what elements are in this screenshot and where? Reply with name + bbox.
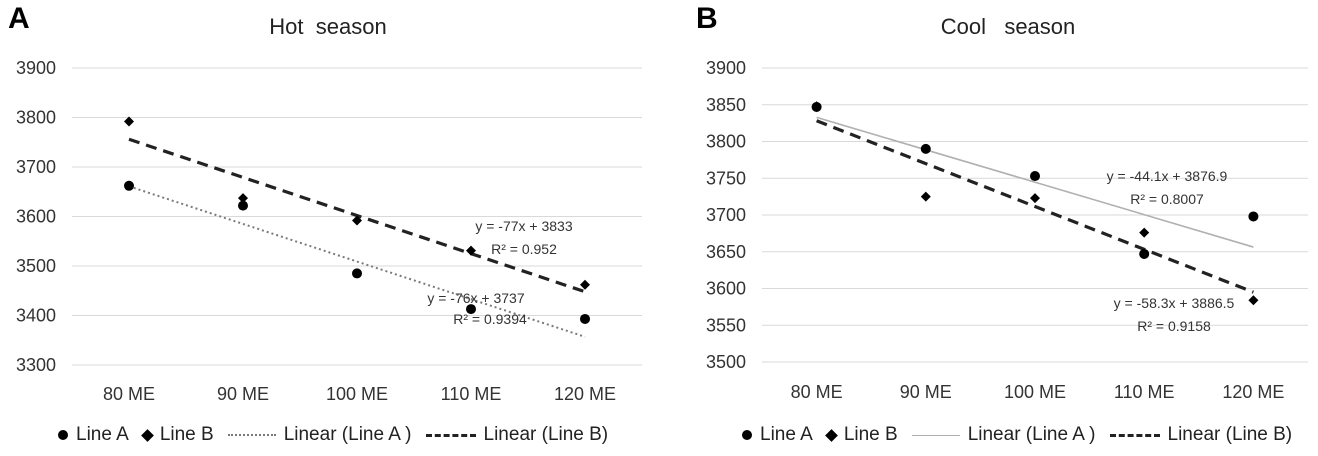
- legend-item-line-b: Line B: [140, 424, 214, 446]
- legend-a: Line A Line B Linear (Line A ) Linear (L…: [58, 424, 622, 446]
- x-tick-label: 90 ME: [217, 384, 269, 404]
- data-point-line-b: [466, 245, 476, 256]
- data-point-line-a: [124, 180, 134, 191]
- trendline-r-squared: R² = 0.9394: [453, 311, 527, 327]
- trendline-r-squared: R² = 0.9158: [1137, 318, 1211, 334]
- y-tick-label: 3650: [706, 242, 746, 262]
- y-tick-label: 3800: [706, 132, 746, 152]
- data-point-line-b: [920, 191, 931, 202]
- legend-solid-line-icon: [911, 434, 960, 436]
- data-point-line-b: [238, 193, 248, 204]
- legend-label: Line A: [76, 424, 129, 445]
- legend-item-linear-b: Linear (Line B): [1109, 424, 1293, 446]
- legend-circle-icon: [742, 430, 752, 440]
- legend-label: Linear (Line B): [1167, 424, 1293, 445]
- data-point-line-a: [1248, 211, 1259, 222]
- data-point-line-b: [1030, 193, 1040, 204]
- legend-circle-icon: [58, 430, 68, 440]
- trendline-equation: y = -44.1x + 3876.9: [1107, 168, 1228, 184]
- y-tick-label: 3500: [16, 256, 56, 276]
- x-tick-label: 120 ME: [554, 384, 616, 404]
- x-tick-label: 100 ME: [1004, 382, 1066, 402]
- trendline-equation: y = -76x + 3737: [427, 290, 525, 306]
- data-point-line-a: [920, 143, 931, 154]
- chart-panel-b: B Cool season 3500 3550 3600 3650 3700 3750 380…: [690, 0, 1318, 456]
- x-tick-label: 100 ME: [326, 384, 388, 404]
- legend-item-line-a: Line A: [742, 424, 813, 446]
- trendline-equation: y = -58.3x + 3886.5: [1114, 295, 1235, 311]
- y-tick-label: 3500: [706, 352, 746, 372]
- trendline-line-b: [816, 119, 1254, 294]
- legend-item-linear-b: Linear (Line B): [425, 424, 609, 446]
- legend-dashed-line-icon: [1109, 433, 1160, 437]
- y-tick-label: 3600: [706, 279, 746, 299]
- trendline-line-a: [128, 185, 586, 338]
- y-tick-label: 3750: [706, 168, 746, 188]
- x-tick-label: 110 ME: [441, 384, 502, 404]
- trendline-line-a: [816, 116, 1254, 248]
- legend-dashed-line-icon: [425, 433, 476, 437]
- data-point-line-b: [1139, 227, 1150, 238]
- data-point-line-a: [1030, 171, 1040, 182]
- y-tick-label: 3850: [706, 95, 746, 115]
- chart-a-svg: Hot season 3300 3400 3500 3600 3700 3800 3900 80…: [16, 14, 642, 404]
- chart-title: Hot season: [269, 14, 386, 39]
- legend-b: Line A Line B Linear (Line A ) Linear (L…: [742, 424, 1306, 446]
- y-tick-label: 3400: [16, 306, 56, 326]
- panel-label-b: B: [696, 2, 718, 35]
- panel-label-a: A: [8, 2, 30, 35]
- y-tick-label: 3300: [16, 355, 56, 375]
- legend-label: Linear (Line B): [483, 424, 609, 445]
- legend-item-linear-a: Linear (Line A ): [911, 424, 1096, 446]
- chart-panel-a: A Hot season 3300 3400 3500 3600 3700 3800 3900…: [0, 0, 650, 456]
- legend-item-line-b: Line B: [824, 424, 898, 446]
- y-tick-label: 3900: [706, 58, 746, 78]
- x-tick-label: 110 ME: [1114, 382, 1175, 402]
- data-point-line-b: [811, 101, 822, 112]
- y-tick-label: 3550: [706, 315, 746, 335]
- data-point-line-a: [466, 304, 476, 315]
- y-tick-label: 3800: [16, 108, 56, 128]
- data-point-line-b: [352, 215, 362, 226]
- x-tick-label: 90 ME: [900, 382, 952, 402]
- x-tick-label: 120 ME: [1222, 382, 1284, 402]
- data-point-line-a: [580, 313, 590, 324]
- y-tick-label: 3700: [706, 205, 746, 225]
- legend-dotted-line-icon: [227, 434, 276, 436]
- trendline-r-squared: R² = 0.8007: [1130, 191, 1204, 207]
- legend-item-line-a: Line A: [58, 424, 129, 446]
- legend-label: Line B: [159, 424, 214, 445]
- legend-item-linear-a: Linear (Line A ): [227, 424, 412, 446]
- legend-diamond-icon: [824, 428, 838, 442]
- trendline-equation: y = -77x + 3833: [475, 218, 573, 234]
- legend-label: Linear (Line A ): [967, 424, 1096, 445]
- y-tick-label: 3900: [16, 58, 56, 78]
- legend-label: Linear (Line A ): [283, 424, 412, 445]
- chart-title: Cool season: [941, 14, 1076, 39]
- data-point-line-b: [580, 279, 590, 290]
- x-tick-label: 80 ME: [103, 384, 155, 404]
- data-point-line-a: [1139, 248, 1150, 259]
- chart-b-svg: Cool season 3500 3550 3600 3650 3700 3750 3800 3…: [706, 14, 1308, 402]
- trendline-r-squared: R² = 0.952: [491, 241, 557, 257]
- legend-label: Line B: [843, 424, 898, 445]
- y-tick-label: 3600: [16, 207, 56, 227]
- x-tick-label: 80 ME: [791, 382, 843, 402]
- legend-diamond-icon: [140, 428, 154, 442]
- data-point-line-a: [352, 268, 362, 279]
- data-point-line-b: [1248, 295, 1259, 306]
- data-point-line-b: [124, 116, 134, 127]
- legend-label: Line A: [760, 424, 813, 445]
- data-point-line-a: [238, 200, 248, 211]
- y-tick-label: 3700: [16, 157, 56, 177]
